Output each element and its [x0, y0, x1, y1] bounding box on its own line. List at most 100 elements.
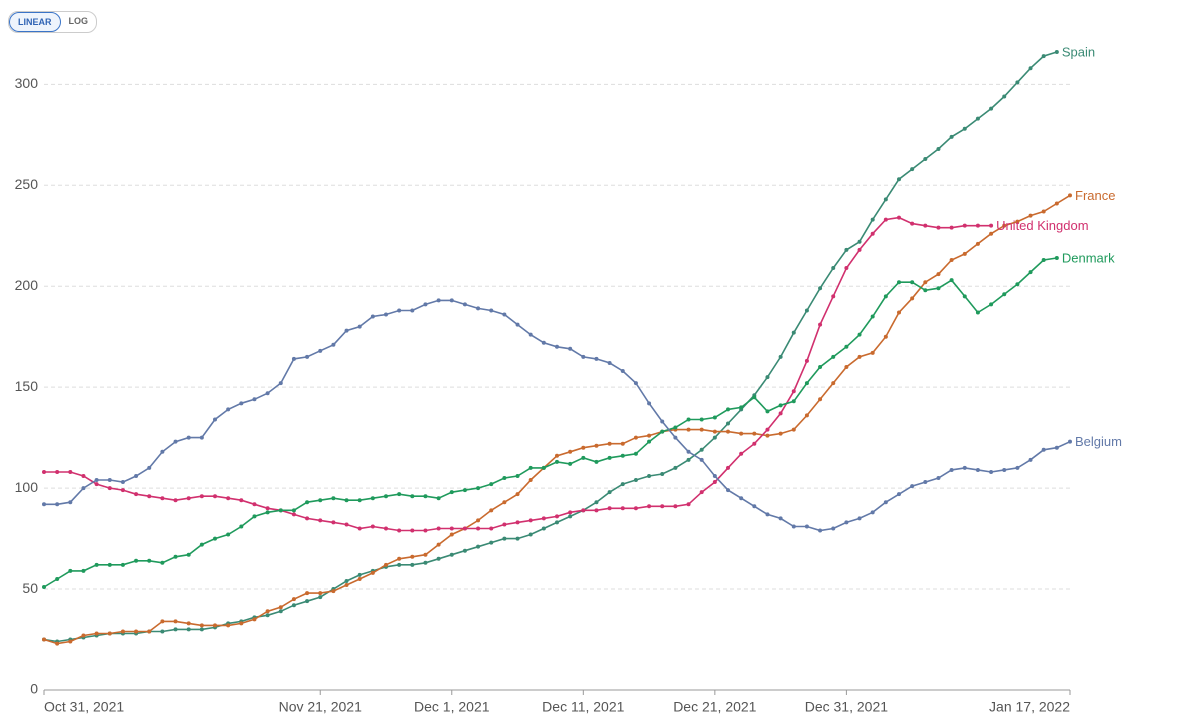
data-point: [186, 627, 191, 632]
data-point: [778, 516, 783, 521]
data-point: [449, 552, 454, 557]
data-point: [831, 266, 836, 271]
series-line: [44, 299, 1071, 532]
data-point: [831, 381, 836, 386]
data-point: [923, 223, 928, 228]
data-point: [449, 490, 454, 495]
data-point: [765, 433, 770, 438]
data-point: [818, 364, 823, 369]
data-point: [331, 520, 336, 525]
data-point: [857, 354, 862, 359]
data-point: [160, 619, 165, 624]
data-point: [712, 429, 717, 434]
data-point: [962, 465, 967, 470]
data-point: [726, 465, 730, 470]
data-point: [291, 508, 296, 513]
data-point: [462, 548, 467, 553]
data-point: [199, 542, 204, 547]
data-point: [673, 425, 678, 430]
log-button[interactable]: LOG: [68, 16, 89, 26]
data-point: [173, 627, 178, 632]
data-point: [883, 197, 888, 202]
data-point: [1068, 193, 1072, 198]
data-point: [594, 459, 599, 464]
data-point: [134, 474, 139, 478]
data-point: [765, 375, 770, 380]
data-point: [199, 494, 204, 499]
data-point: [239, 524, 244, 529]
y-tick-label: 100: [15, 479, 39, 495]
data-point: [765, 409, 770, 414]
data-point: [699, 490, 704, 495]
data-point: [949, 225, 954, 230]
data-point: [660, 429, 665, 434]
data-point: [633, 478, 638, 483]
data-point: [581, 508, 586, 513]
data-point: [94, 482, 99, 487]
data-point: [528, 532, 533, 537]
data-point: [568, 461, 573, 466]
data-point: [726, 429, 730, 434]
data-point: [94, 631, 99, 636]
data-point: [278, 381, 283, 386]
data-point: [199, 623, 204, 628]
data-point: [936, 225, 941, 230]
data-point: [897, 310, 901, 315]
data-point: [476, 306, 481, 311]
data-point: [265, 391, 270, 396]
data-point: [752, 441, 757, 446]
data-point: [1002, 94, 1007, 99]
data-point: [449, 532, 454, 537]
data-point: [844, 520, 849, 525]
y-tick-label: 0: [30, 681, 38, 697]
data-point: [252, 397, 257, 402]
data-point: [607, 360, 612, 365]
data-point: [213, 536, 217, 541]
data-point: [515, 322, 520, 327]
data-point: [384, 562, 388, 567]
data-point: [857, 332, 862, 337]
data-point: [55, 641, 60, 646]
data-point: [291, 597, 296, 602]
data-point: [870, 510, 875, 515]
y-tick-label: 250: [15, 176, 39, 192]
data-point: [318, 595, 323, 600]
data-point: [541, 465, 546, 470]
data-point: [199, 435, 204, 440]
x-tick-label: Dec 1, 2021: [414, 699, 490, 715]
data-point: [370, 524, 375, 529]
data-point: [147, 465, 152, 470]
data-point: [936, 146, 941, 151]
data-point: [883, 294, 888, 299]
data-point: [502, 536, 507, 541]
data-point: [213, 623, 217, 628]
data-point: [857, 239, 862, 244]
data-point: [897, 215, 901, 220]
data-point: [804, 524, 809, 529]
data-point: [120, 488, 125, 493]
data-point: [476, 518, 481, 523]
data-point: [844, 364, 849, 369]
data-point: [647, 401, 652, 406]
data-point: [107, 631, 112, 636]
data-point: [607, 441, 612, 446]
data-point: [462, 488, 467, 493]
data-point: [147, 494, 152, 499]
data-point: [226, 623, 231, 628]
data-point: [1028, 270, 1033, 275]
data-point: [489, 508, 494, 513]
data-point: [555, 459, 559, 464]
data-point: [331, 496, 336, 501]
data-point: [160, 629, 165, 634]
x-tick-label: Dec 31, 2021: [805, 699, 888, 715]
data-point: [397, 308, 402, 313]
data-point: [476, 486, 481, 491]
data-point: [515, 474, 520, 478]
data-point: [94, 562, 99, 567]
data-point: [989, 469, 994, 474]
data-point: [331, 342, 336, 347]
data-point: [1054, 255, 1059, 260]
data-point: [489, 482, 494, 487]
linear-button[interactable]: LINEAR: [9, 12, 61, 32]
data-point: [1041, 257, 1046, 262]
